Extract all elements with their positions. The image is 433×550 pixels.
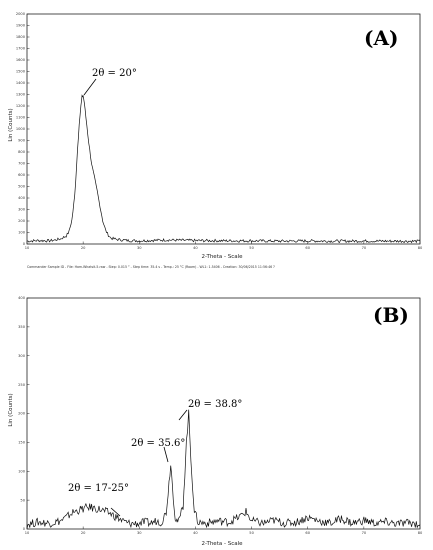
y-tick-label: 1500 xyxy=(16,70,26,74)
peak-annotation: 2θ = 20° xyxy=(92,68,137,79)
y-tick-label: 1100 xyxy=(16,116,26,120)
y-tick-label: 350 xyxy=(18,325,26,329)
panel-a-y-axis-label: Lin (Counts) xyxy=(8,108,14,141)
panel-a-label: (A) xyxy=(364,26,398,50)
x-tick-label: 20 xyxy=(81,531,86,535)
annotation-leader-line xyxy=(163,446,169,463)
panel-b-chart: 0 50 100 150 200 250 300 350 400 10 20 30 40 50 60 70 80… xyxy=(8,296,423,547)
peak-annotation: 2θ = 35.6° xyxy=(131,438,185,449)
x-tick-label: 40 xyxy=(193,246,198,250)
y-tick-label: 1000 xyxy=(16,127,26,131)
panel-a-chart: 0 100 200 300 400 500 600 700 800 900 1000 1100 1200… xyxy=(8,12,423,269)
panel-b-annotations: 2θ = 17-25° 2θ = 35.6° 2θ = 38.8° xyxy=(68,399,242,517)
y-tick-label: 300 xyxy=(18,354,26,358)
x-tick-label: 80 xyxy=(418,531,423,535)
y-tick-label: 500 xyxy=(18,185,26,189)
annotation-leader-line xyxy=(178,409,188,421)
y-tick-label: 600 xyxy=(18,173,26,177)
y-tick-label: 200 xyxy=(18,412,26,416)
peak-annotation: 2θ = 38.8° xyxy=(188,399,242,410)
x-tick-label: 80 xyxy=(418,246,423,250)
x-tick-label: 70 xyxy=(362,531,367,535)
panel-b-series-line xyxy=(26,409,421,529)
x-tick-label: 70 xyxy=(362,246,367,250)
y-tick-label: 150 xyxy=(18,441,26,445)
y-tick-label: 400 xyxy=(18,296,26,300)
panel-a-plot-frame xyxy=(26,13,421,245)
panel-b-ticks: 0 50 100 150 200 250 300 350 400 10 20 30 40 50 60 70 80 xyxy=(18,296,423,535)
x-tick-label: 10 xyxy=(25,246,30,250)
x-tick-label: 40 xyxy=(193,531,198,535)
y-tick-label: 0 xyxy=(23,242,26,246)
x-tick-label: 10 xyxy=(25,531,30,535)
annotation-leader-line xyxy=(83,78,97,96)
y-tick-label: 100 xyxy=(18,231,26,235)
x-tick-label: 50 xyxy=(249,246,254,250)
x-tick-label: 60 xyxy=(305,246,310,250)
panel-b-plot-frame xyxy=(26,297,421,530)
y-tick-label: 1400 xyxy=(16,81,26,85)
panel-a-annotations: 2θ = 20° xyxy=(83,68,137,96)
y-tick-label: 50 xyxy=(20,498,25,502)
panel-a-ticks: 0 100 200 300 400 500 600 700 800 900 1000 1100 1200… xyxy=(16,12,423,250)
y-tick-label: 1200 xyxy=(16,104,26,108)
y-tick-label: 1800 xyxy=(16,35,26,39)
x-tick-label: 30 xyxy=(137,531,142,535)
y-tick-label: 0 xyxy=(23,527,26,531)
y-tick-label: 1700 xyxy=(16,47,26,51)
y-tick-label: 900 xyxy=(18,139,26,143)
y-tick-label: 2000 xyxy=(16,12,26,16)
panel-b-label: (B) xyxy=(373,303,409,327)
annotation-leader-line xyxy=(110,507,121,517)
y-tick-label: 100 xyxy=(18,469,26,473)
x-tick-label: 30 xyxy=(137,246,142,250)
y-tick-label: 1300 xyxy=(16,93,26,97)
panel-a-x-axis-label: 2-Theta - Scale xyxy=(201,254,243,260)
y-tick-label: 1900 xyxy=(16,24,26,28)
y-tick-label: 700 xyxy=(18,162,26,166)
y-tick-label: 1600 xyxy=(16,58,26,62)
x-tick-label: 20 xyxy=(81,246,86,250)
y-tick-label: 250 xyxy=(18,383,26,387)
y-tick-label: 300 xyxy=(18,208,26,212)
x-tick-label: 50 xyxy=(249,531,254,535)
y-tick-label: 800 xyxy=(18,150,26,154)
panel-b-x-axis-label: 2-Theta - Scale xyxy=(201,541,243,547)
panel-b-y-axis-label: Lin (Counts) xyxy=(8,393,14,426)
y-tick-label: 400 xyxy=(18,196,26,200)
y-tick-label: 200 xyxy=(18,219,26,223)
panel-a-series-line xyxy=(26,94,421,244)
peak-annotation: 2θ = 17-25° xyxy=(68,483,129,494)
panel-a-caption: Commander Sample ID - File: Ham-Whatsit-… xyxy=(27,265,275,269)
x-tick-label: 60 xyxy=(305,531,310,535)
